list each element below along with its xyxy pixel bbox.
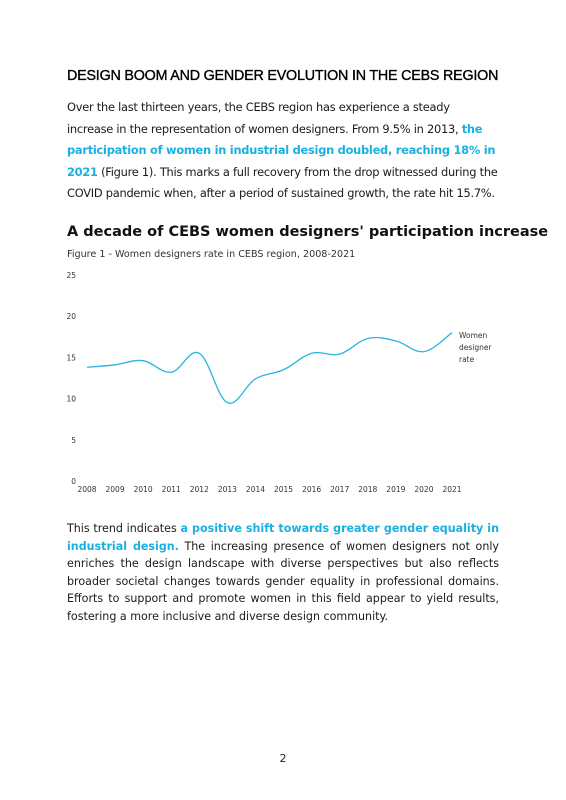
x-tick-label: 2008 — [77, 485, 96, 494]
intro-text-2: (Figure 1). This marks a full recovery f… — [67, 165, 498, 201]
conclusion-paragraph: This trend indicates a positive shift to… — [67, 520, 499, 625]
x-tick-label: 2009 — [106, 485, 125, 494]
x-tick-label: 2013 — [218, 485, 237, 494]
x-tick-label: 2017 — [330, 485, 349, 494]
x-tick-label: 2015 — [274, 485, 293, 494]
x-tick-label: 2010 — [134, 485, 153, 494]
y-axis-ticks: 0 5 10 15 20 25 — [66, 271, 76, 486]
x-tick-label: 2016 — [302, 485, 321, 494]
y-tick-label: 25 — [66, 271, 76, 280]
x-axis-ticks: 2008 2009 2010 2011 2012 2013 2014 2015 2016 2017… — [77, 485, 461, 494]
y-tick-label: 20 — [66, 312, 76, 321]
y-tick-label: 0 — [71, 477, 76, 486]
conclusion-text-1: This trend indicates — [67, 522, 180, 535]
x-tick-label: 2018 — [358, 485, 377, 494]
legend-label: rate — [459, 355, 475, 364]
figure-caption: Figure 1 - Women designers rate in CEBS … — [67, 249, 355, 260]
section-heading: DESIGN BOOM AND GENDER EVOLUTION IN THE … — [67, 68, 507, 84]
x-tick-label: 2014 — [246, 485, 265, 494]
x-tick-label: 2021 — [442, 485, 461, 494]
y-tick-label: 10 — [66, 395, 76, 404]
x-tick-label: 2012 — [190, 485, 209, 494]
series-line-women-designer-rate — [87, 333, 452, 404]
x-tick-label: 2011 — [162, 485, 181, 494]
x-tick-label: 2020 — [414, 485, 433, 494]
legend-label: designer — [459, 343, 492, 352]
figure-title: A decade of CEBS women designers' partic… — [67, 224, 548, 240]
page-number: 2 — [0, 752, 566, 765]
legend-label: Women — [459, 331, 487, 340]
intro-text-1: Over the last thirteen years, the CEBS r… — [67, 100, 462, 136]
y-tick-label: 5 — [71, 436, 76, 445]
intro-paragraph: Over the last thirteen years, the CEBS r… — [67, 97, 499, 205]
x-tick-label: 2019 — [386, 485, 405, 494]
chart-legend: Women designer rate — [459, 331, 492, 364]
chart-series — [87, 333, 452, 404]
y-tick-label: 15 — [66, 353, 76, 362]
